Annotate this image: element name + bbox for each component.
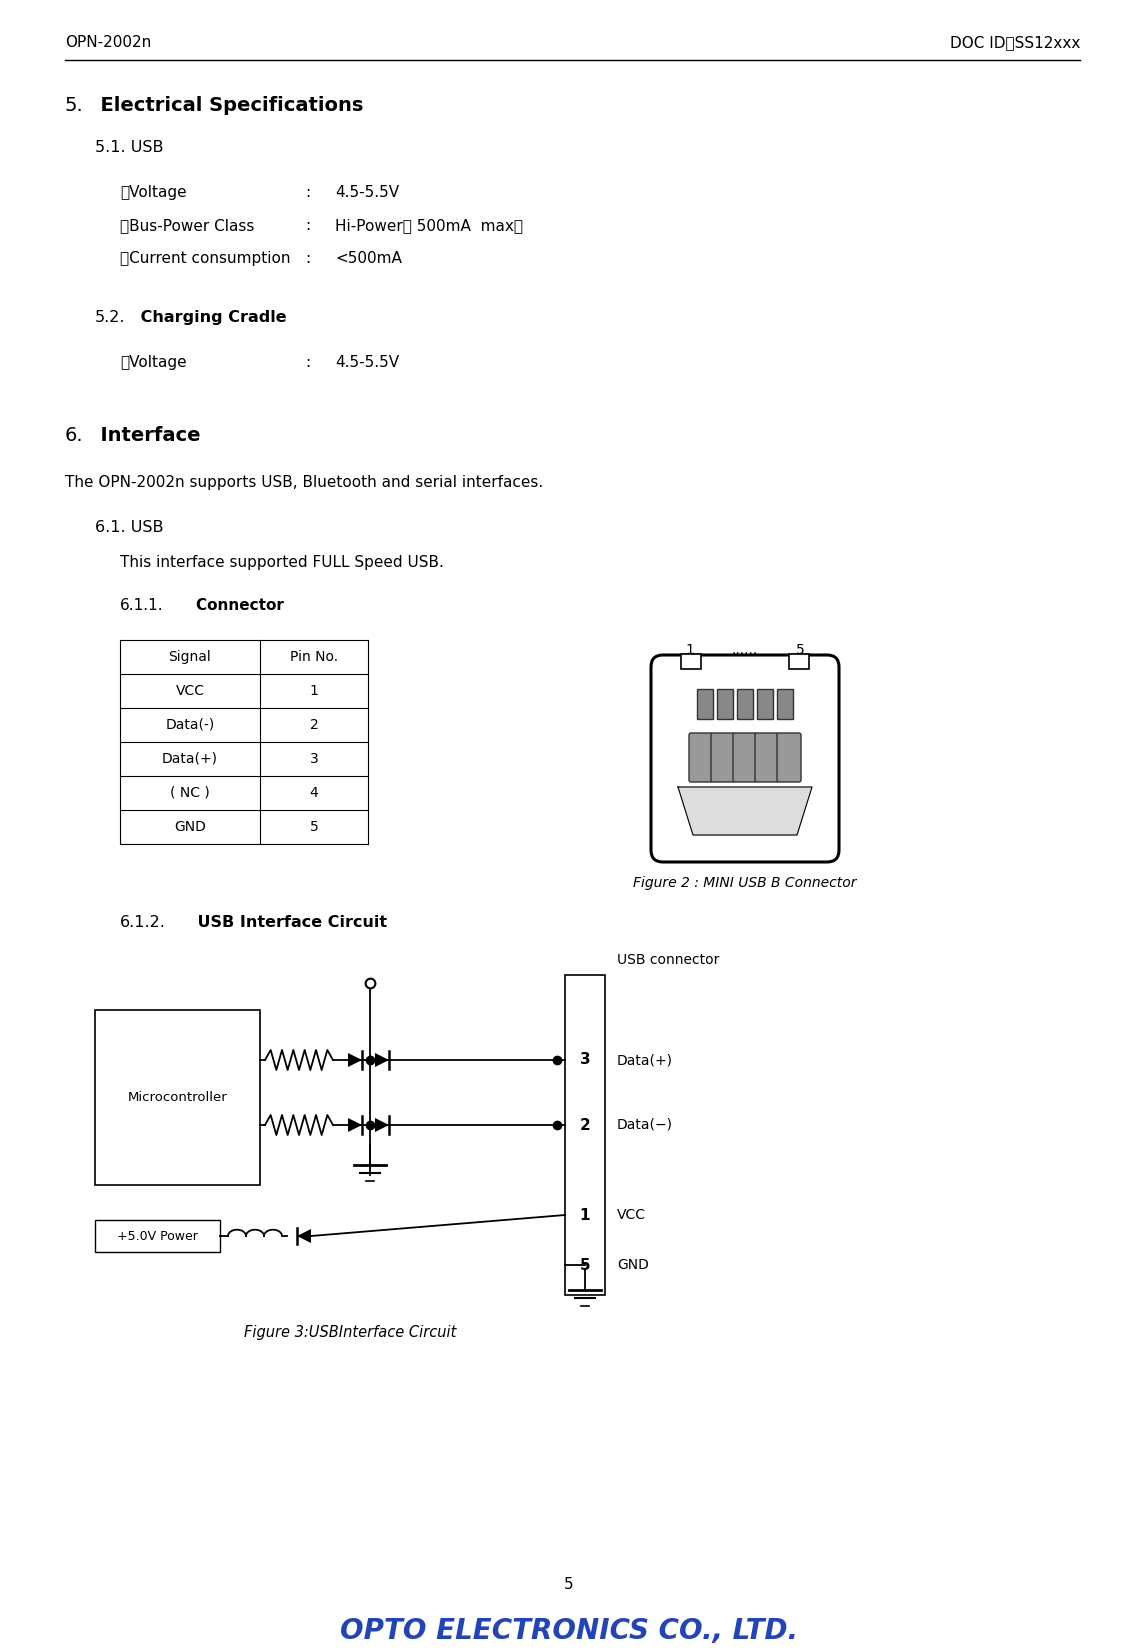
FancyBboxPatch shape <box>688 733 714 781</box>
Text: 6.1.2.: 6.1.2. <box>119 915 166 930</box>
Text: 5.1. USB: 5.1. USB <box>94 140 164 155</box>
Bar <box>94 1219 220 1252</box>
Text: 5: 5 <box>564 1578 574 1593</box>
Text: Connector: Connector <box>175 598 283 613</box>
Text: ・Current consumption: ・Current consumption <box>119 251 290 266</box>
Text: +5.0V Power: +5.0V Power <box>117 1229 198 1242</box>
Text: Pin No.: Pin No. <box>290 649 338 664</box>
Text: 4.5-5.5V: 4.5-5.5V <box>335 185 399 200</box>
Text: 5: 5 <box>579 1257 591 1272</box>
Text: VCC: VCC <box>617 1208 646 1222</box>
Polygon shape <box>348 1118 362 1132</box>
Bar <box>789 654 809 669</box>
Bar <box>757 689 773 719</box>
Text: ・Voltage: ・Voltage <box>119 355 187 370</box>
Text: GND: GND <box>174 819 206 834</box>
Bar <box>681 654 701 669</box>
Bar <box>696 689 714 719</box>
Text: ( NC ): ( NC ) <box>170 786 209 800</box>
Text: <500mA: <500mA <box>335 251 402 266</box>
FancyBboxPatch shape <box>733 733 757 781</box>
Text: Data(+): Data(+) <box>617 1052 673 1067</box>
Text: Data(+): Data(+) <box>162 752 218 767</box>
Text: Figure 2 : MINI USB B Connector: Figure 2 : MINI USB B Connector <box>633 876 857 890</box>
Text: 3: 3 <box>579 1052 591 1067</box>
Text: The OPN-2002n supports USB, Bluetooth and serial interfaces.: The OPN-2002n supports USB, Bluetooth an… <box>65 476 543 491</box>
Text: Hi-Power（ 500mA  max）: Hi-Power（ 500mA max） <box>335 218 523 233</box>
FancyBboxPatch shape <box>754 733 780 781</box>
Text: :: : <box>305 355 311 370</box>
Text: Data(-): Data(-) <box>165 719 215 732</box>
Text: DOC ID：SS12xxx: DOC ID：SS12xxx <box>949 35 1080 50</box>
Text: VCC: VCC <box>175 684 205 699</box>
Text: 2: 2 <box>579 1117 591 1133</box>
Bar <box>564 975 605 1295</box>
Text: Microcontroller: Microcontroller <box>127 1090 228 1104</box>
Text: 6.: 6. <box>65 426 83 444</box>
FancyBboxPatch shape <box>777 733 801 781</box>
Bar <box>737 689 753 719</box>
Text: 6.1.1.: 6.1.1. <box>119 598 164 613</box>
Polygon shape <box>376 1052 389 1067</box>
Bar <box>717 689 733 719</box>
Polygon shape <box>297 1229 311 1242</box>
Text: ......: ...... <box>732 643 758 657</box>
Text: 5.: 5. <box>65 96 84 116</box>
Text: Signal: Signal <box>168 649 212 664</box>
Text: :: : <box>305 185 311 200</box>
FancyBboxPatch shape <box>711 733 735 781</box>
Polygon shape <box>678 786 813 834</box>
Text: USB connector: USB connector <box>617 953 719 966</box>
Text: GND: GND <box>617 1259 649 1272</box>
Text: Interface: Interface <box>86 426 200 444</box>
Text: 3: 3 <box>310 752 319 767</box>
Text: USB Interface Circuit: USB Interface Circuit <box>175 915 387 930</box>
Text: OPTO ELECTRONICS CO., LTD.: OPTO ELECTRONICS CO., LTD. <box>340 1617 798 1645</box>
Text: 5.2.: 5.2. <box>94 311 125 325</box>
Text: Charging Cradle: Charging Cradle <box>135 311 287 325</box>
Text: ・Bus-Power Class: ・Bus-Power Class <box>119 218 255 233</box>
Bar <box>94 1009 259 1184</box>
Polygon shape <box>348 1052 362 1067</box>
Text: ・Voltage: ・Voltage <box>119 185 187 200</box>
FancyBboxPatch shape <box>651 654 839 862</box>
Text: 6.1. USB: 6.1. USB <box>94 520 164 535</box>
Text: 2: 2 <box>310 719 319 732</box>
Polygon shape <box>376 1118 389 1132</box>
Text: 5: 5 <box>310 819 319 834</box>
Text: Figure 3:USBInterface Circuit: Figure 3:USBInterface Circuit <box>244 1325 456 1340</box>
Text: 4: 4 <box>310 786 319 800</box>
Text: :: : <box>305 251 311 266</box>
Text: OPN‑2002n: OPN‑2002n <box>65 35 151 50</box>
Bar <box>777 689 793 719</box>
Text: 1: 1 <box>310 684 319 699</box>
Text: :: : <box>305 218 311 233</box>
Text: 1: 1 <box>579 1208 591 1222</box>
Text: Data(−): Data(−) <box>617 1118 673 1132</box>
Text: This interface supported FULL Speed USB.: This interface supported FULL Speed USB. <box>119 555 444 570</box>
Text: Electrical Specifications: Electrical Specifications <box>86 96 363 116</box>
Text: 1: 1 <box>685 643 694 657</box>
Text: 5: 5 <box>795 643 805 657</box>
Text: 4.5-5.5V: 4.5-5.5V <box>335 355 399 370</box>
